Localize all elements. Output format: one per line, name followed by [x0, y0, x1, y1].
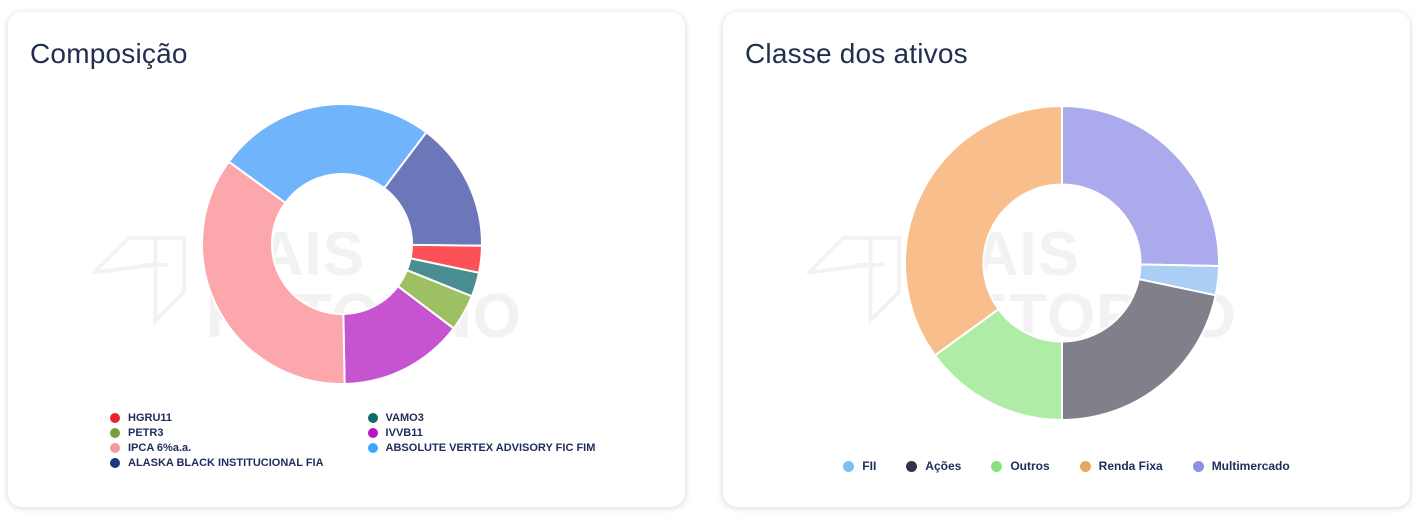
legend-label: PETR3 — [128, 427, 164, 439]
asset-class-donut-chart — [904, 105, 1220, 421]
legend-item-absolute-vertex-advisory-fic-fim[interactable]: ABSOLUTE VERTEX ADVISORY FIC FIM — [367, 442, 596, 454]
legend-label: VAMO3 — [385, 412, 424, 424]
legend-label: ABSOLUTE VERTEX ADVISORY FIC FIM — [385, 442, 596, 454]
legend-dot-vamo3 — [367, 413, 378, 423]
legend-label: IPCA 6%a.a. — [128, 442, 192, 454]
composition-donut-chart — [201, 103, 483, 385]
legend-label: IVVB11 — [385, 427, 423, 439]
legend-dot-fii — [843, 460, 855, 472]
asset-class-legend: FII Ações Outros Renda Fixa Multimercado — [723, 459, 1410, 473]
legend-dot-renda-fixa — [1079, 460, 1091, 472]
asset-class-card-title: Classe dos ativos — [745, 38, 968, 69]
legend-label: ALASKA BLACK INSTITUCIONAL FIA — [128, 457, 324, 469]
mais-retorno-logo-icon — [92, 236, 187, 326]
legend-item-multimercado[interactable]: Multimercado — [1192, 459, 1290, 473]
composition-card-title: Composição — [30, 38, 188, 69]
legend-dot-hgru11 — [110, 413, 120, 423]
composition-card: Composição MAIS RETORNO HGRU11PETR3IPCA … — [8, 12, 685, 507]
legend-dot-alaska-black-institucional-fia — [110, 458, 120, 468]
legend-item-ivvb11[interactable]: IVVB11 — [367, 427, 596, 439]
donut-slice-a-es[interactable] — [1061, 278, 1217, 421]
legend-dot-multimercado — [1192, 460, 1204, 472]
legend-item-fii[interactable]: FII — [843, 459, 876, 473]
legend-item-renda-fixa[interactable]: Renda Fixa — [1079, 459, 1163, 473]
legend-item-vamo3[interactable]: VAMO3 — [367, 412, 596, 424]
donut-slice-ipca-6-a-a[interactable] — [201, 160, 346, 385]
asset-class-card: Classe dos ativos MAIS RETORNO FII Ações O… — [723, 12, 1410, 507]
legend-item-ipca-6-a-a[interactable]: IPCA 6%a.a. — [110, 442, 324, 454]
legend-dot-absolute-vertex-advisory-fic-fim — [367, 443, 378, 453]
legend-column: VAMO3 IVVB11 ABSOLUTE VERTEX ADVISORY FIC … — [367, 412, 596, 469]
legend-item-alaska-black-institucional-fia[interactable]: ALASKA BLACK INSTITUCIONAL FIA — [110, 457, 324, 469]
donut-slice-absolute-vertex-advisory-fic-fim[interactable] — [227, 103, 428, 204]
donut-slice-renda-fixa[interactable] — [904, 105, 1063, 357]
legend-label: Multimercado — [1211, 459, 1290, 473]
legend-column: HGRU11 PETR3 IPCA 6%a.a. ALASKA BLACK INSTI… — [110, 412, 324, 469]
legend-dot-outros — [991, 460, 1003, 472]
legend-dot-ipca-6-a-a — [110, 443, 120, 453]
legend-item-petr3[interactable]: PETR3 — [110, 427, 324, 439]
mais-retorno-logo-icon — [807, 236, 902, 326]
legend-label: Ações — [925, 459, 962, 473]
legend-item-hgru11[interactable]: HGRU11 — [110, 412, 324, 424]
composition-legend: HGRU11 PETR3 IPCA 6%a.a. ALASKA BLACK INSTI… — [110, 412, 595, 469]
legend-dot-petr3 — [110, 428, 120, 438]
legend-label: HGRU11 — [128, 412, 173, 424]
legend-item-outros[interactable]: Outros — [991, 459, 1050, 473]
legend-item-a-es[interactable]: Ações — [906, 459, 961, 473]
legend-label: Renda Fixa — [1098, 459, 1163, 473]
legend-label: Outros — [1010, 459, 1050, 473]
legend-dot-ivvb11 — [367, 428, 378, 438]
donut-slice-multimercado[interactable] — [1061, 105, 1220, 267]
legend-dot-a-es — [906, 460, 918, 472]
legend-label: FII — [862, 459, 877, 473]
